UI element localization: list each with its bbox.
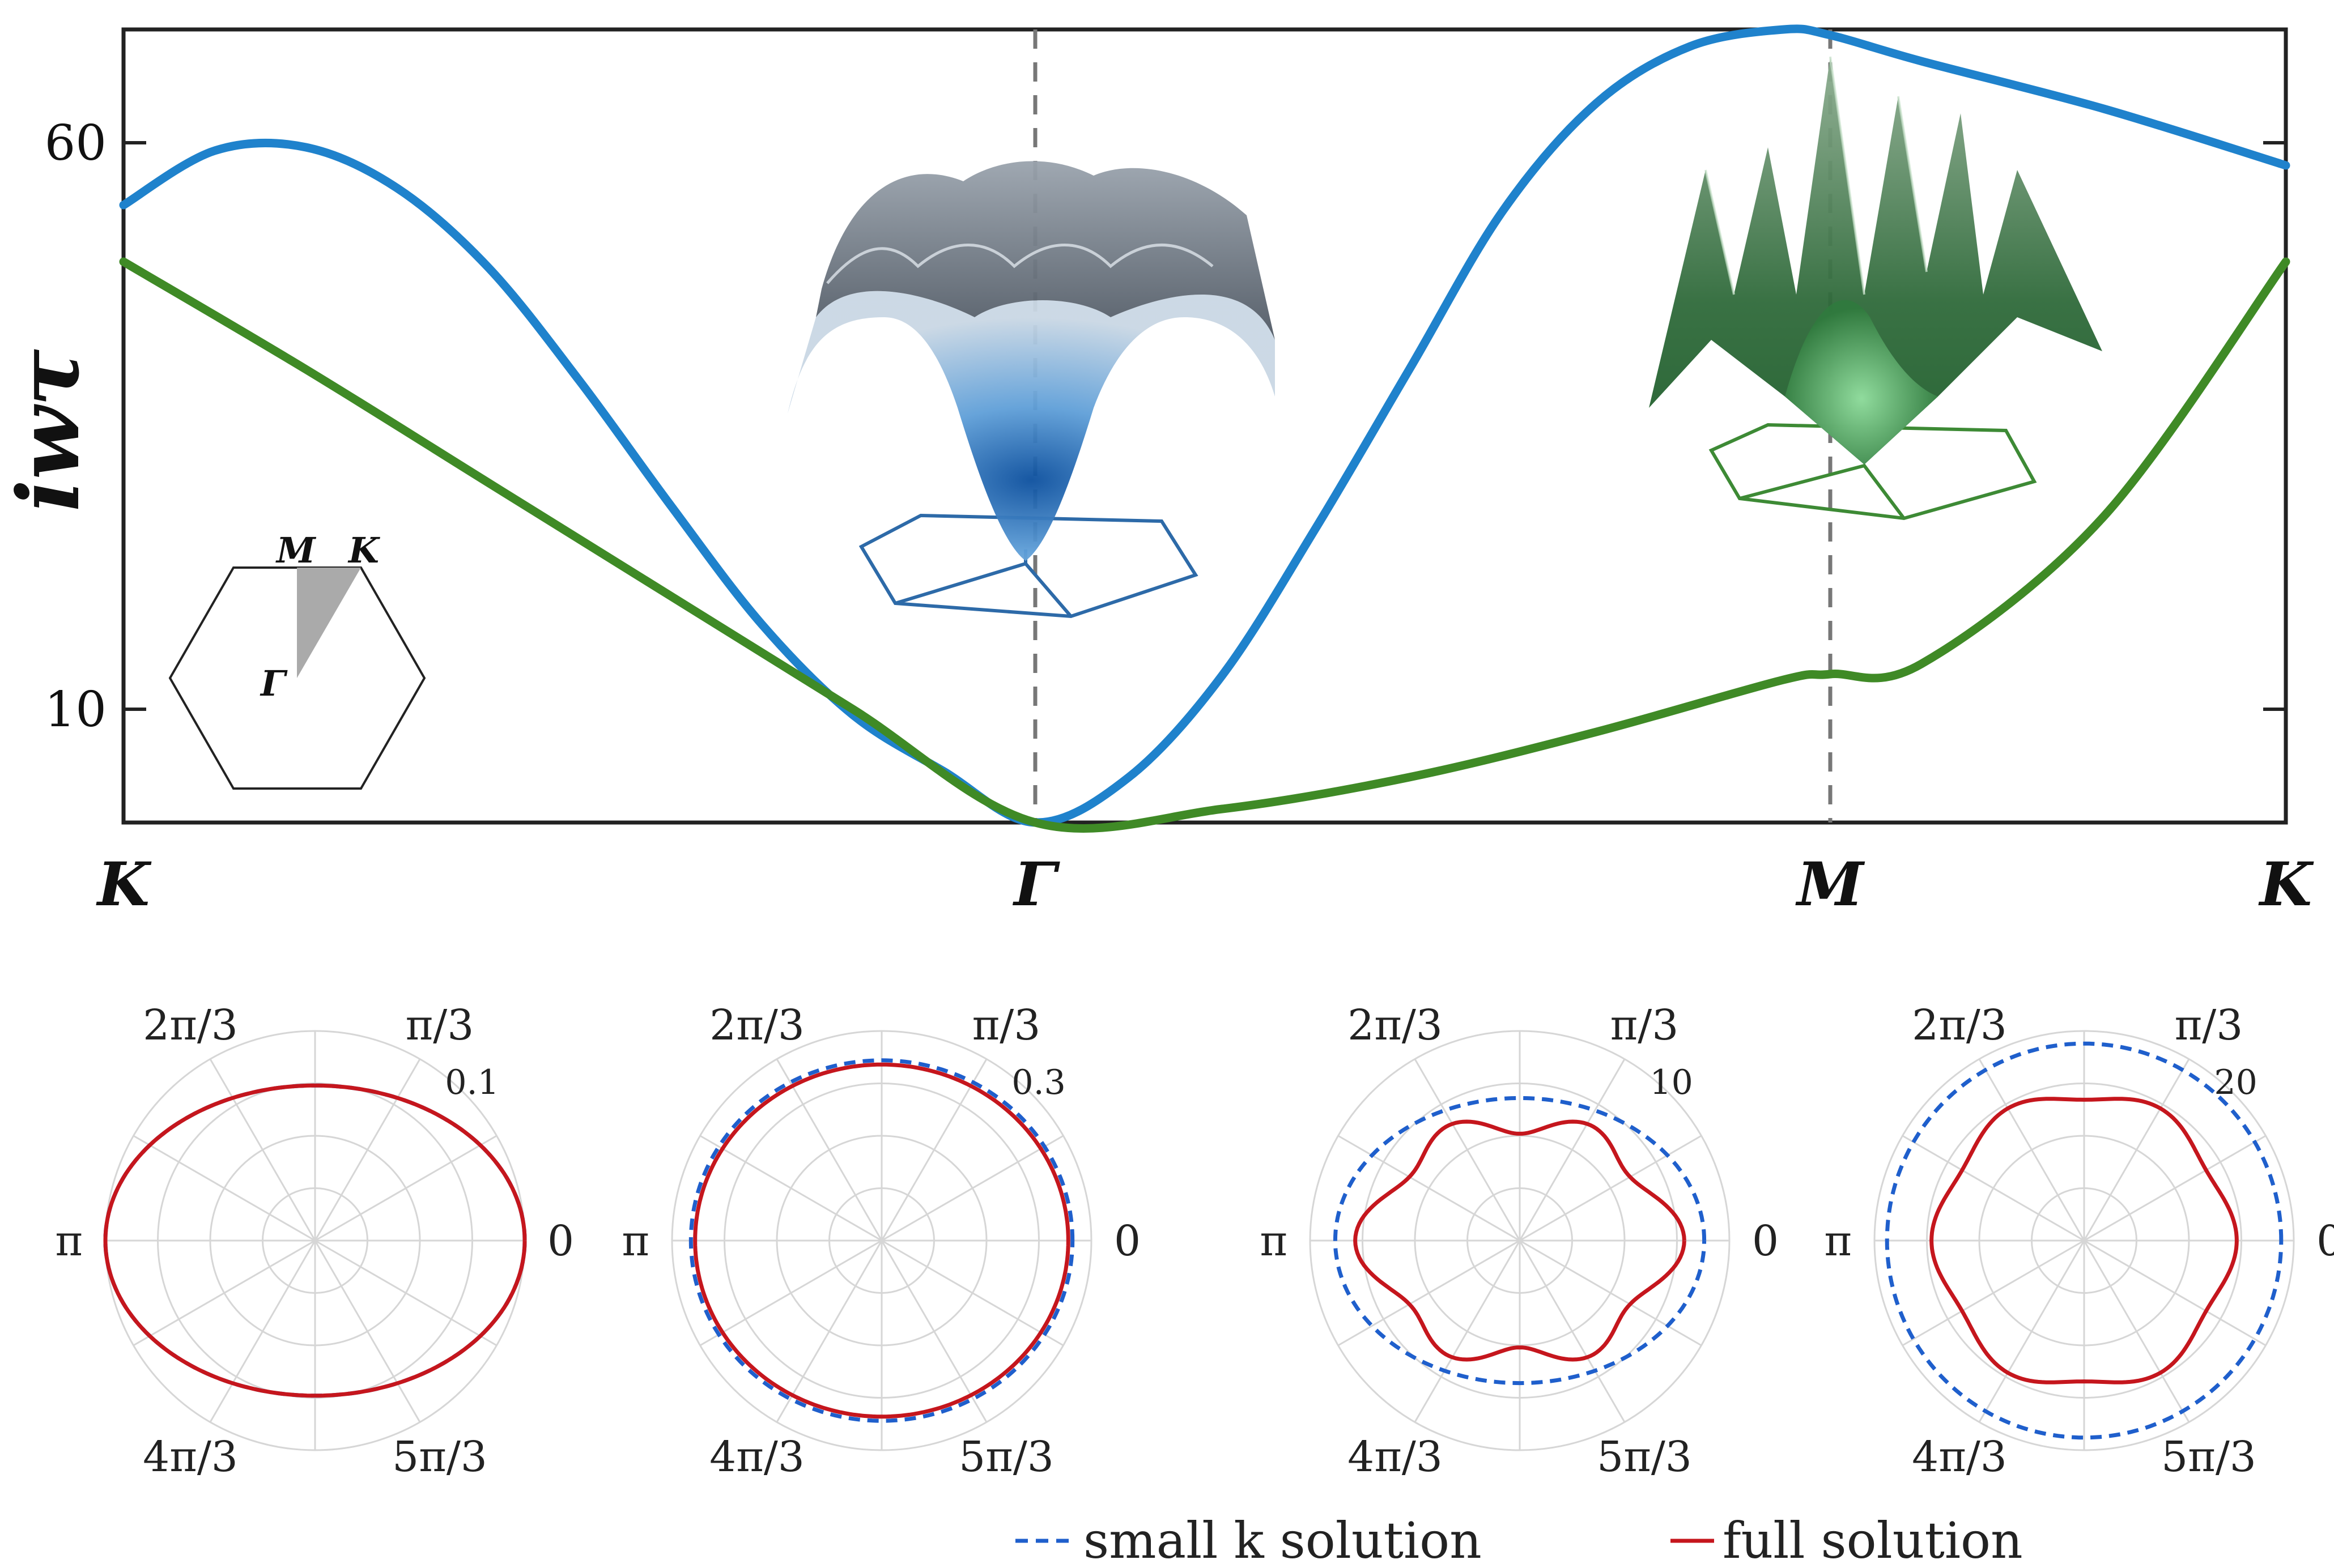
polar-radial-label: 0.3 bbox=[1011, 1063, 1065, 1102]
polar-grid-spoke bbox=[2084, 1239, 2267, 1347]
polar-grid-spoke bbox=[1978, 1240, 2085, 1423]
polar-angle-label: 2π/3 bbox=[1912, 1001, 2007, 1050]
polar-grid-spoke bbox=[881, 1135, 1064, 1242]
polar-grid-spoke bbox=[133, 1135, 316, 1242]
x-label-k-right: K bbox=[2258, 849, 2314, 919]
inset-label-gamma: Γ bbox=[260, 663, 288, 704]
polar-angle-label: π/3 bbox=[972, 1001, 1041, 1050]
polar-grid-spoke bbox=[776, 1240, 883, 1423]
polar-angle-label: 0 bbox=[547, 1217, 574, 1266]
polar-grid-spoke bbox=[1902, 1239, 2085, 1347]
polar-grid-spoke bbox=[1519, 1239, 1702, 1347]
legend-full-label: full solution bbox=[1723, 1511, 2023, 1568]
polar-angle-label: 4π/3 bbox=[1912, 1433, 2007, 1481]
y-tick-label: 10 bbox=[45, 681, 107, 738]
polar-angle-label: 0 bbox=[1114, 1217, 1141, 1266]
polar-grid-spoke bbox=[1414, 1058, 1521, 1241]
polar-grid-spoke bbox=[2083, 1240, 2190, 1423]
polar-angle-label: 5π/3 bbox=[392, 1433, 487, 1481]
polar-plot-1: 0 π/3 2π/3 π 4π/3 5π/3 0.1 bbox=[55, 1001, 574, 1481]
polar-angle-label: 4π/3 bbox=[143, 1433, 238, 1481]
polar-angle-label: π bbox=[622, 1217, 649, 1266]
bz-irreducible-wedge bbox=[297, 568, 361, 678]
polar-angle-label: 0 bbox=[1752, 1217, 1779, 1266]
x-label-k-left: K bbox=[96, 849, 152, 919]
band-blue bbox=[119, 24, 2290, 827]
plot-frame bbox=[121, 27, 2288, 825]
polar-angle-label: 2π/3 bbox=[143, 1001, 238, 1050]
polar-grid-spoke bbox=[1414, 1240, 1521, 1423]
band-green bbox=[119, 257, 2290, 833]
x-label-gamma: Γ bbox=[1012, 849, 1060, 919]
polar-curve-full bbox=[103, 1083, 527, 1398]
polar-grid-spoke bbox=[2083, 1058, 2190, 1241]
polar-angle-label: π bbox=[55, 1217, 83, 1266]
polar-angle-label: 0 bbox=[2316, 1217, 2334, 1266]
y-ticks: 10 60 bbox=[45, 115, 2286, 738]
legend-small-k-label: small k solution bbox=[1083, 1511, 1482, 1568]
polar-plot-2: 0 π/3 2π/3 π 4π/3 5π/3 0.3 bbox=[622, 1001, 1141, 1481]
polar-angle-label: π bbox=[1260, 1217, 1287, 1266]
polar-radial-label: 0.1 bbox=[445, 1063, 499, 1102]
polar-grid-spoke bbox=[314, 1135, 498, 1242]
polar-grid-spoke bbox=[881, 1058, 988, 1241]
inset-label-m: M bbox=[275, 530, 317, 571]
polar-curve-full bbox=[1929, 1097, 2239, 1384]
polar-curve-full bbox=[693, 1062, 1070, 1419]
polar-grid-spoke bbox=[314, 1058, 421, 1241]
polar-angle-label: 5π/3 bbox=[959, 1433, 1054, 1481]
polar-grid-spoke bbox=[1519, 1240, 1626, 1423]
polar-angle-label: 4π/3 bbox=[709, 1433, 805, 1481]
polar-grid-spoke bbox=[776, 1058, 883, 1241]
y-tick-label: 60 bbox=[45, 115, 107, 172]
legend: small k solution full solution bbox=[1015, 1511, 2023, 1568]
m-surface-illustration bbox=[1649, 56, 2102, 521]
polar-angle-label: 2π/3 bbox=[1347, 1001, 1443, 1050]
polar-angle-label: π/3 bbox=[406, 1001, 474, 1050]
brillouin-zone-inset: M K Γ bbox=[168, 530, 426, 790]
polar-grid-spoke bbox=[881, 1239, 1064, 1347]
polar-grid-spoke bbox=[2084, 1135, 2267, 1242]
polar-angle-label: π bbox=[1824, 1217, 1852, 1266]
polar-grid-spoke bbox=[1337, 1135, 1520, 1242]
polar-grid-spoke bbox=[133, 1239, 316, 1347]
polar-grid-spoke bbox=[1978, 1058, 2085, 1241]
polar-grid-spoke bbox=[1519, 1058, 1626, 1241]
main-band-plot: 10 60 M K Γ iwτ bbox=[0, 24, 2314, 919]
polar-angle-label: 2π/3 bbox=[709, 1001, 805, 1050]
polar-grid-spoke bbox=[314, 1239, 498, 1347]
polar-angle-label: π/3 bbox=[1610, 1001, 1679, 1050]
polar-grid-spoke bbox=[881, 1240, 988, 1423]
y-axis-label: iwτ bbox=[0, 349, 99, 512]
polar-angle-label: 4π/3 bbox=[1347, 1433, 1443, 1481]
polar-grid-spoke bbox=[209, 1240, 316, 1423]
x-label-m: M bbox=[1795, 849, 1865, 919]
polar-grid-spoke bbox=[1337, 1239, 1520, 1347]
polar-curve-full bbox=[1353, 1119, 1686, 1362]
polar-plot-4: 0 π/3 2π/3 π 4π/3 5π/3 20 bbox=[1824, 1001, 2334, 1481]
polar-curve-small-k bbox=[1333, 1096, 1707, 1386]
polar-angle-label: π/3 bbox=[2175, 1001, 2243, 1050]
polar-grid-spoke bbox=[314, 1240, 421, 1423]
polar-grid-spoke bbox=[209, 1058, 316, 1241]
polar-plot-3: 0 π/3 2π/3 π 4π/3 5π/3 10 bbox=[1260, 1001, 1779, 1481]
gamma-surface-illustration bbox=[788, 161, 1275, 619]
polar-grid-spoke bbox=[699, 1239, 882, 1347]
polar-curve-small-k bbox=[688, 1058, 1075, 1423]
polar-angle-label: 5π/3 bbox=[1597, 1433, 1692, 1481]
polar-grid-spoke bbox=[1902, 1135, 2085, 1242]
inset-label-k: K bbox=[347, 530, 380, 571]
polar-curve-small-k bbox=[1885, 1041, 2284, 1440]
polar-radial-label: 20 bbox=[2214, 1063, 2257, 1102]
polar-radial-label: 10 bbox=[1649, 1063, 1693, 1102]
polar-grid-spoke bbox=[699, 1135, 882, 1242]
polar-grid-spoke bbox=[1519, 1135, 1702, 1242]
polar-angle-label: 5π/3 bbox=[2161, 1433, 2256, 1481]
